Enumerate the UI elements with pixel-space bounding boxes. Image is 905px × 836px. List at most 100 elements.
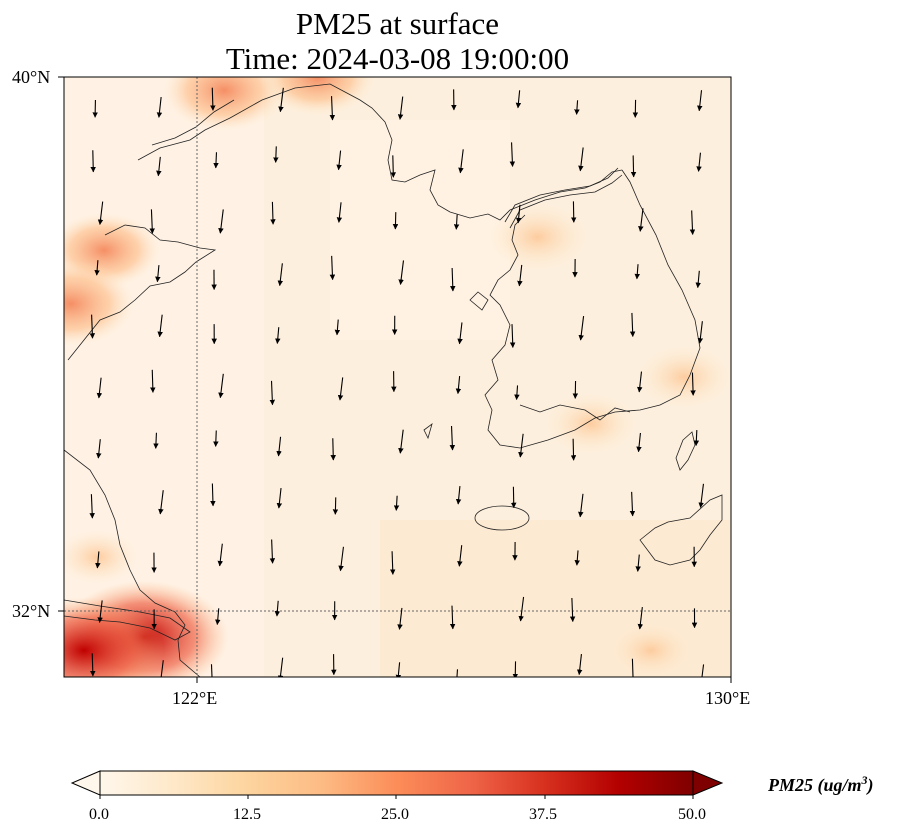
colorbar-tick-2: 25.0 — [381, 806, 409, 823]
pm25-hotspot — [487, 203, 588, 271]
colorbar-tick-4: 50.0 — [678, 806, 706, 823]
wind-arrow — [637, 607, 644, 630]
wind-arrow — [213, 430, 219, 447]
wind-arrow — [329, 255, 336, 281]
pm25-hotspot — [161, 77, 287, 132]
wind-arrow — [338, 546, 344, 572]
wind-arrow — [218, 373, 224, 399]
colorbar-tick-3: 37.5 — [529, 806, 557, 823]
wind-arrow — [97, 201, 104, 226]
wind-arrow — [574, 550, 580, 566]
coastlines — [64, 83, 723, 677]
axis-ticks — [58, 76, 732, 683]
wind-arrow — [218, 209, 224, 234]
wind-arrow — [97, 600, 103, 623]
wind-arrow — [329, 96, 336, 121]
wind-arrow — [576, 654, 583, 676]
wind-arrow — [697, 321, 704, 344]
wind-arrow — [518, 433, 524, 458]
wind-arrow — [629, 491, 636, 517]
wind-arrow — [393, 495, 400, 511]
wind-arrow — [155, 265, 161, 283]
wind-arrow — [456, 669, 459, 677]
pm25-hotspot — [64, 597, 164, 677]
wind-arrow — [635, 554, 641, 572]
wind-arrow — [215, 608, 221, 626]
wind-arrow — [273, 146, 279, 163]
wind-arrow — [217, 543, 224, 567]
pm25-hotspot — [64, 260, 136, 347]
colorbar-extend-min — [70, 770, 101, 796]
wind-arrow — [455, 486, 462, 505]
wind-arrow — [514, 385, 520, 401]
wind-arrow — [149, 209, 155, 234]
colorbar-label-superscript: 3 — [861, 773, 868, 787]
wind-arrow — [89, 314, 96, 339]
wind-arrow — [157, 314, 163, 338]
wind-arrow — [690, 372, 696, 396]
wind-arrow — [336, 202, 343, 223]
wind-arrow — [634, 264, 641, 280]
wind-arrow — [213, 152, 219, 169]
pm25-field — [64, 77, 731, 677]
pm25-hotspot — [611, 623, 691, 677]
wind-arrow — [398, 429, 404, 454]
wind-arrow — [96, 439, 102, 459]
wind-arrow — [337, 377, 344, 401]
wind-arrow — [398, 260, 405, 285]
pm25-hotspot — [546, 393, 636, 454]
wind-arrow — [455, 375, 462, 395]
wind-arrow — [630, 658, 636, 677]
colorbar-extend-max — [692, 770, 724, 796]
wind-arrow — [90, 653, 96, 677]
wind-arrow — [449, 605, 456, 630]
colorbar — [70, 770, 724, 799]
wind-arrow — [453, 214, 460, 230]
wind-arrow — [210, 483, 216, 507]
wind-arrow — [276, 436, 282, 457]
wind-arrow — [578, 147, 584, 172]
colorbar-tick-0: 0.0 — [89, 806, 109, 823]
wind-arrow — [509, 324, 516, 348]
wind-arrow — [277, 263, 284, 287]
wind-arrow — [96, 377, 103, 399]
wind-arrow — [636, 432, 642, 453]
gridlines — [64, 77, 731, 677]
wind-arrow — [90, 150, 96, 173]
wind-arrow — [269, 380, 276, 406]
lon-tick-122e: 122°E — [172, 688, 218, 708]
wind-arrow — [89, 494, 95, 519]
colorbar-label: PM25 (ug/m3) — [768, 773, 874, 796]
map-title-line-2: Time: 2024-03-08 19:00:00 — [225, 41, 570, 76]
wind-arrow — [95, 551, 101, 569]
wind-arrow — [150, 369, 156, 393]
pm25-hotspot — [64, 528, 140, 586]
wind-arrow — [269, 539, 276, 564]
pm25-hotspot — [638, 346, 731, 408]
wind-arrow — [689, 210, 696, 235]
wind-vectors — [89, 87, 705, 677]
colorbar-tick-1: 12.5 — [233, 806, 261, 823]
wind-arrow — [156, 97, 163, 118]
pm25-hotspot — [260, 77, 375, 116]
wind-arrow — [336, 150, 342, 171]
wind-arrow — [517, 264, 523, 287]
wind-arrow — [156, 156, 162, 177]
wind-arrow — [518, 596, 525, 622]
wind-arrow — [270, 201, 276, 225]
wind-arrow — [210, 664, 213, 677]
wind-arrow — [449, 425, 456, 451]
wind-arrow — [509, 142, 516, 167]
wind-arrow — [278, 87, 284, 113]
map-frame — [63, 76, 732, 678]
wind-arrow — [693, 430, 700, 446]
wind-arrow — [275, 327, 281, 344]
wind-arrow — [153, 432, 159, 449]
wind-arrow — [697, 90, 703, 112]
lon-tick-130e: 130°E — [705, 688, 751, 708]
wind-arrow — [578, 315, 585, 341]
wind-arrow — [274, 600, 281, 617]
wind-arrow — [94, 260, 100, 276]
wind-arrow — [458, 149, 464, 174]
